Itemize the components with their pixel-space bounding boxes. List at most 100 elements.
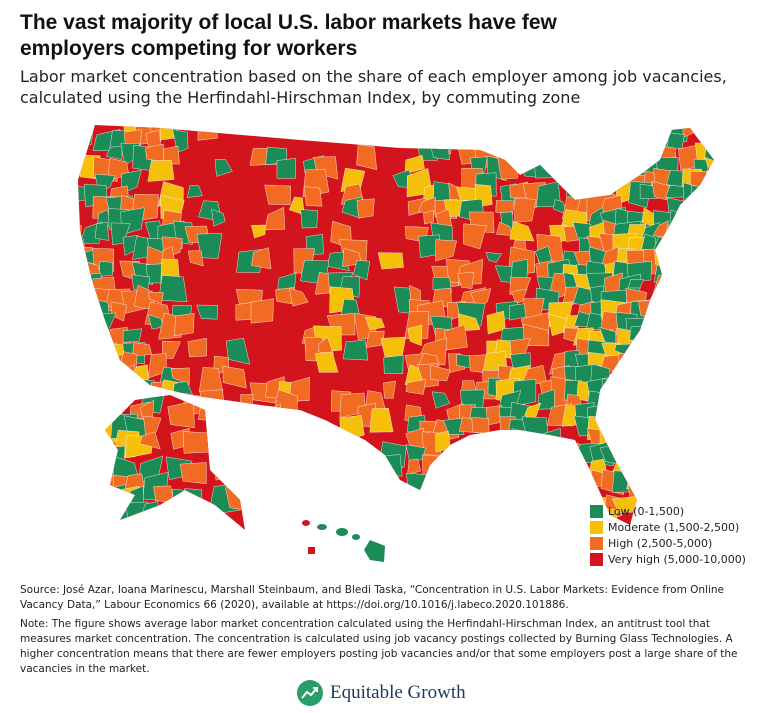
zone xyxy=(78,237,86,258)
zone xyxy=(365,508,386,525)
note: Note: The figure shows average labor mar… xyxy=(20,618,738,675)
zone xyxy=(655,446,680,470)
zone xyxy=(456,456,481,477)
hawaii xyxy=(302,520,385,562)
zone xyxy=(627,394,649,413)
zone xyxy=(561,467,580,489)
zone xyxy=(693,401,714,429)
zone xyxy=(105,498,127,527)
zone xyxy=(184,488,203,509)
zone xyxy=(678,469,706,493)
zone xyxy=(665,354,686,373)
zone xyxy=(499,429,515,455)
zone xyxy=(78,273,87,296)
zone xyxy=(318,337,335,356)
zone xyxy=(118,363,135,381)
zone xyxy=(678,298,703,323)
zone xyxy=(118,520,146,525)
zone xyxy=(694,454,714,478)
island xyxy=(302,520,310,526)
subtitle: Labor market concentration based on the … xyxy=(20,67,727,107)
zone xyxy=(446,480,471,508)
logo: Equitable Growth xyxy=(296,679,466,707)
zone xyxy=(173,381,193,395)
logo-text: Equitable Growth xyxy=(330,682,466,703)
zone xyxy=(494,493,515,512)
zone xyxy=(222,365,247,389)
zone xyxy=(471,417,490,434)
zone xyxy=(706,208,714,234)
zone xyxy=(679,235,703,258)
zone xyxy=(474,482,493,507)
zone xyxy=(613,369,632,385)
zone xyxy=(329,432,350,454)
zone xyxy=(370,458,385,478)
zone xyxy=(683,208,699,227)
zone xyxy=(643,379,665,400)
zone xyxy=(679,220,706,249)
zone xyxy=(679,354,702,373)
zone xyxy=(304,186,323,207)
zone xyxy=(577,130,598,159)
zone xyxy=(300,209,318,229)
zone xyxy=(510,442,531,465)
zone xyxy=(668,404,693,431)
zone xyxy=(627,279,644,289)
zone xyxy=(692,377,714,403)
zone xyxy=(237,458,245,474)
zone xyxy=(626,456,646,471)
zone xyxy=(644,129,655,152)
zone xyxy=(158,511,179,525)
zone xyxy=(690,185,713,200)
zone xyxy=(535,443,553,463)
zone xyxy=(669,468,689,495)
legend-label: High (2,500-5,000) xyxy=(608,536,713,550)
zone xyxy=(549,446,573,471)
zone xyxy=(678,419,703,443)
zone xyxy=(78,393,89,413)
zone xyxy=(391,519,418,525)
zone xyxy=(198,367,224,393)
zone xyxy=(105,395,118,411)
zone xyxy=(638,337,659,358)
legend-label: Moderate (1,500-2,500) xyxy=(608,520,740,534)
zone xyxy=(106,522,121,525)
zone xyxy=(229,456,245,482)
zone xyxy=(404,155,425,175)
zone xyxy=(105,146,123,160)
zone xyxy=(278,508,298,525)
zone xyxy=(179,462,207,484)
zone xyxy=(693,233,710,254)
zone xyxy=(129,511,145,530)
zone xyxy=(642,471,661,490)
zone xyxy=(664,430,691,453)
zone xyxy=(473,129,492,151)
legend-item: Very high (5,000-10,000) xyxy=(590,551,746,567)
zone xyxy=(665,364,695,394)
zone xyxy=(165,526,194,530)
us-map xyxy=(78,125,714,562)
zone xyxy=(313,467,336,492)
zone xyxy=(601,378,627,404)
zone xyxy=(669,209,685,231)
zone xyxy=(143,415,162,437)
zone xyxy=(603,125,619,139)
zone xyxy=(667,301,684,319)
legend-swatch xyxy=(590,504,603,518)
zone xyxy=(482,468,508,495)
zone xyxy=(147,159,175,182)
zone xyxy=(628,417,646,432)
zone xyxy=(690,430,714,454)
zone xyxy=(78,298,88,319)
zone xyxy=(92,342,119,366)
zone xyxy=(78,365,88,386)
zone xyxy=(705,336,714,361)
zone xyxy=(264,207,285,231)
zone xyxy=(383,380,396,399)
zone xyxy=(224,444,242,461)
zone xyxy=(423,209,435,225)
zone xyxy=(80,380,108,406)
zone xyxy=(691,419,714,445)
zone xyxy=(521,493,549,521)
zone xyxy=(524,131,544,157)
